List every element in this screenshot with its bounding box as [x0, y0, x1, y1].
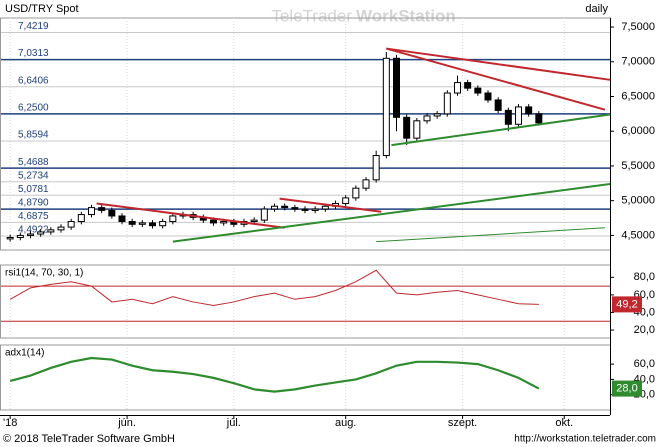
trend-line	[172, 183, 611, 243]
candle-body	[342, 197, 350, 204]
candle-body	[138, 222, 146, 225]
level-label: 7,0313	[18, 48, 49, 59]
candle-body	[169, 215, 177, 223]
candle-body	[535, 113, 543, 124]
candle-body	[6, 236, 14, 240]
trend-line	[391, 113, 611, 147]
candle-body	[525, 106, 533, 115]
candle-body	[352, 187, 360, 199]
candle-body	[260, 208, 268, 221]
level-label: 4,6875	[18, 211, 49, 222]
candle-body	[118, 215, 126, 223]
y-tick-label: 5,0000	[621, 195, 655, 207]
candle-body	[16, 234, 24, 238]
level-label: 6,2500	[18, 102, 49, 113]
candle-body	[57, 226, 65, 231]
candle-body	[301, 208, 309, 211]
candle-body	[423, 115, 431, 122]
trend-line	[96, 202, 285, 229]
candle-body	[443, 92, 451, 115]
trend-line	[386, 47, 611, 81]
panel-title: rsi1(14, 70, 30, 1)	[5, 268, 83, 279]
y-tick-label: 60,0	[634, 358, 655, 370]
level-label: 7,4219	[18, 21, 49, 32]
period: daily	[585, 3, 608, 15]
candle-body	[271, 205, 278, 210]
candle-body	[362, 179, 370, 189]
level-label: 5,8594	[18, 130, 49, 141]
watermark-bold: WorkStation	[356, 6, 456, 25]
x-tick-label: aug.	[335, 417, 356, 429]
watermark-light: TeleTrader	[271, 6, 352, 25]
y-tick-label: 7,5000	[621, 21, 655, 33]
candle-body	[433, 113, 441, 117]
level-label: 5,2734	[18, 170, 49, 181]
candle-body	[220, 221, 228, 224]
value-label: 28,0	[616, 382, 637, 394]
candle-body	[291, 207, 299, 210]
candle-body	[504, 109, 512, 125]
y-tick-label: 6,5000	[621, 90, 655, 102]
indicator-line	[9, 356, 540, 393]
trend-line	[279, 197, 382, 213]
y-tick-label: 7,0000	[621, 56, 655, 68]
candle-body	[67, 221, 75, 228]
candle-body	[77, 214, 85, 223]
candle-body	[454, 82, 461, 94]
candle-body	[250, 219, 258, 223]
candle-body	[47, 229, 55, 233]
value-label-box	[612, 380, 642, 397]
level-label: 5,4688	[18, 157, 49, 168]
candle-body	[494, 99, 502, 111]
value-label-box	[612, 296, 642, 313]
y-tick-label: 5,5000	[621, 160, 655, 172]
candle-body	[210, 219, 217, 224]
source-url: http://workstation.teletrader.com	[514, 434, 656, 445]
x-tick-label: okt.	[555, 417, 573, 429]
x-tick-label: '18	[3, 417, 17, 429]
candle-body	[159, 221, 167, 227]
level-label: 5,0781	[18, 184, 49, 195]
trend-line	[386, 47, 606, 111]
candle-body	[321, 205, 329, 210]
candle-body	[372, 155, 380, 181]
candle-body	[393, 57, 400, 118]
candle-body	[413, 120, 421, 139]
x-tick-label: szept.	[448, 417, 477, 429]
candle-body	[98, 207, 106, 211]
x-tick-label: jún.	[117, 417, 136, 429]
candle-body	[464, 82, 472, 89]
x-tick-label: júl.	[226, 417, 241, 429]
candle-body	[281, 205, 289, 209]
level-label: 6,6406	[18, 75, 49, 86]
candle-body	[382, 57, 390, 157]
y-tick-label: 80,0	[634, 271, 655, 283]
value-label: 49,2	[616, 298, 637, 310]
candle-body	[403, 116, 411, 139]
copyright: © 2018 TeleTrader Software GmbH	[3, 433, 175, 445]
y-tick-label: 20,0	[634, 324, 655, 336]
candle-body	[128, 221, 136, 225]
candle-body	[515, 106, 522, 125]
candle-body	[311, 208, 319, 211]
candle-body	[108, 209, 116, 217]
indicator-line	[9, 269, 539, 306]
candle-body	[149, 222, 156, 227]
candle-body	[27, 233, 34, 236]
candle-body	[37, 231, 45, 235]
y-tick-label: 4,5000	[621, 229, 655, 241]
candle-body	[484, 92, 492, 101]
candle-body	[474, 87, 482, 94]
trend-line	[376, 227, 605, 243]
chart-title: USD/TRY Spot	[5, 3, 79, 15]
y-tick-label: 6,0000	[621, 125, 655, 137]
candle-body	[88, 207, 95, 216]
level-label: 4,4922	[18, 225, 49, 236]
level-label: 4,8790	[18, 198, 49, 209]
panel-title: adx1(14)	[5, 348, 44, 359]
